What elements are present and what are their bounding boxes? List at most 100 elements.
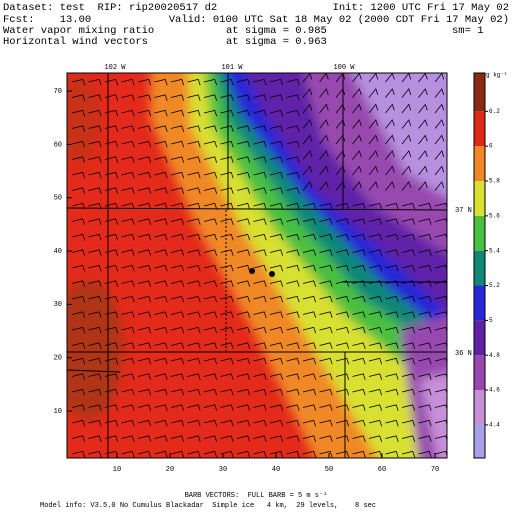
wind-barb (368, 88, 379, 98)
wind-barb (352, 134, 362, 145)
wind-barb (302, 388, 317, 396)
wind-barb (154, 109, 168, 117)
wind-barb (253, 326, 267, 334)
wind-barb (187, 388, 201, 396)
wind-barb (319, 357, 333, 365)
wind-barb (170, 109, 185, 117)
wind-barb (418, 218, 432, 225)
wind-barb (137, 388, 152, 396)
wind-barb (434, 342, 447, 348)
wind-barb (71, 404, 86, 411)
wind-barb (269, 373, 284, 380)
wind-barb (104, 264, 119, 272)
wind-barb (104, 419, 119, 427)
wind-barb (104, 435, 119, 442)
wind-barb (352, 388, 366, 396)
wind-barb (302, 218, 317, 225)
wind-barb (319, 264, 333, 272)
wind-barb (352, 103, 362, 114)
wind-barb (385, 119, 395, 129)
wind-barb (401, 264, 416, 272)
wind-barb (121, 373, 135, 380)
wind-barb (385, 357, 399, 365)
wind-barb (236, 202, 251, 210)
wind-barb (154, 450, 168, 458)
wind-barb (335, 419, 350, 427)
wind-barb (253, 419, 267, 427)
wind-barb (302, 134, 313, 145)
wind-barb (154, 187, 168, 194)
wind-barb (187, 78, 201, 86)
colorbar-units: g kg⁻¹ (486, 72, 508, 79)
wind-barb (104, 326, 119, 334)
wind-barb (269, 140, 284, 148)
wind-barb (236, 295, 251, 303)
wind-barb (385, 88, 395, 98)
wind-barb (352, 249, 366, 256)
wind-barb (137, 404, 152, 411)
wind-barb (253, 233, 267, 241)
wind-barb (335, 249, 350, 256)
colorbar-label: 5.4 (489, 247, 500, 254)
wind-barb (137, 249, 152, 256)
wind-barb (121, 78, 135, 86)
wind-barb (154, 357, 168, 365)
colorbar-box (474, 285, 485, 321)
wind-barb (220, 264, 234, 272)
wind-barb (335, 88, 346, 98)
wind-barb (269, 435, 284, 442)
wind-barb (385, 134, 395, 145)
wind-barb (385, 165, 395, 176)
wind-barb (401, 435, 416, 442)
wind-barb (434, 103, 445, 114)
wind-barb (319, 419, 333, 427)
wind-barb (170, 357, 185, 365)
wind-barb (319, 280, 333, 287)
wind-barb (269, 342, 284, 349)
wind-barb (269, 94, 284, 101)
wind-barb (253, 342, 267, 349)
wind-barb (170, 404, 185, 411)
wind-barb (401, 181, 412, 191)
wind-barb (434, 280, 447, 286)
wind-barb (253, 373, 267, 380)
wind-barbs (71, 73, 447, 458)
wind-barb (220, 404, 234, 411)
wind-barb (269, 450, 284, 458)
wind-barb (335, 218, 350, 225)
wind-barb (203, 326, 218, 334)
wind-barb (302, 373, 317, 380)
wind-barb (220, 450, 234, 458)
wind-barb (154, 140, 168, 148)
wind-barb (385, 280, 399, 287)
wind-barb (335, 342, 350, 349)
wind-barb (154, 295, 168, 303)
wind-barb (352, 373, 366, 380)
wind-barb (154, 342, 168, 349)
wind-barb (137, 140, 152, 148)
wind-barb (71, 109, 86, 117)
wind-barb (319, 311, 333, 318)
wind-barb (220, 280, 234, 287)
wind-barb (302, 119, 313, 129)
wind-barb (121, 264, 135, 272)
map-label: 37 N (455, 207, 472, 215)
colorbar-box (474, 181, 485, 216)
wind-barb (137, 342, 152, 349)
wind-barb (269, 264, 284, 272)
wind-barb (154, 125, 168, 132)
wind-barb (319, 150, 329, 160)
wind-barb (104, 342, 119, 349)
colorbar-box (474, 73, 485, 112)
wind-barb (170, 450, 185, 458)
wind-barb (170, 140, 185, 148)
wind-barb (137, 357, 152, 365)
wind-barb (434, 311, 447, 317)
wind-barb (88, 78, 102, 86)
wind-barb (286, 264, 300, 272)
wind-barb (286, 311, 300, 318)
wind-barb (352, 218, 366, 225)
wind-barb (104, 140, 119, 148)
wind-barb (203, 187, 218, 194)
wind-barb (187, 171, 201, 179)
